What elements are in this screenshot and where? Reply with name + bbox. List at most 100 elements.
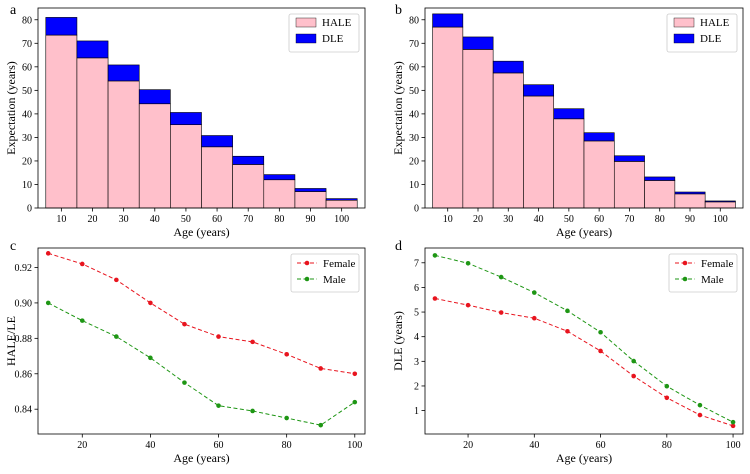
data-point-female	[182, 321, 187, 327]
legend-label: Male	[701, 274, 724, 286]
data-point-male	[182, 380, 187, 385]
bar-hale	[232, 164, 265, 209]
bar-dle	[553, 108, 585, 120]
data-point-male	[498, 274, 504, 280]
x-tick-label: 60	[212, 214, 222, 225]
panel-d: d 20 40 60 80 100 1 2 3 4 5 6 7 Age (years) DLE (years…	[391, 239, 744, 465]
bar-hale	[201, 146, 233, 209]
x-tick-label: 40	[150, 214, 160, 225]
legend-swatch-dle	[295, 33, 317, 44]
y-tick-label: 40	[22, 109, 32, 120]
bar-hale	[553, 118, 585, 209]
series-line-female	[434, 298, 734, 427]
y-tick-label: 7	[414, 258, 419, 269]
legend-label: DLE	[322, 33, 344, 45]
legend-marker-female	[682, 260, 688, 266]
y-axis-label: Expectation (years)	[391, 61, 405, 155]
y-tick-label: 80	[409, 15, 419, 26]
data-point-male	[148, 355, 153, 361]
axes-frame	[424, 247, 744, 435]
bar-dle	[325, 198, 358, 201]
x-axis-label: Age (years)	[173, 225, 229, 239]
bar-hale	[45, 34, 78, 209]
x-tick-label: 90	[306, 214, 316, 225]
y-tick-label: 5	[414, 308, 419, 319]
bar-dle	[294, 188, 327, 192]
x-tick-label: 30	[119, 214, 129, 225]
bar-dle	[76, 40, 109, 59]
x-tick-label: 80	[662, 440, 672, 451]
y-tick-label: 0.86	[15, 369, 33, 380]
x-tick-label: 100	[713, 214, 728, 225]
data-point-male	[565, 308, 570, 314]
data-point-female	[498, 310, 504, 315]
y-tick-label: 80	[22, 15, 32, 26]
data-point-male	[318, 422, 324, 428]
legend-marker-male	[304, 276, 310, 282]
data-point-male	[730, 419, 736, 425]
y-tick-label: 0	[414, 204, 419, 215]
panel-b: b 10 20 30 40 50 60 70 80 90 100 0 10 20 30 40 50 60 70 80 A…	[391, 3, 744, 239]
y-tick-label: 0	[27, 204, 32, 215]
y-tick-label: 30	[409, 133, 419, 144]
bar-hale	[523, 95, 555, 209]
data-point-female	[352, 371, 358, 377]
y-tick-label: 20	[409, 156, 419, 167]
data-point-female	[730, 423, 736, 429]
x-tick-label: 100	[347, 440, 362, 451]
panel-a: a 10 20 30 40 50 60 70 80 90 100 0 10 20 30 40 50 60 70 80 A…	[4, 3, 366, 239]
bar-dle	[201, 135, 233, 148]
bar-hale	[462, 49, 494, 209]
bar-hale	[263, 179, 296, 209]
x-tick-label: 80	[274, 214, 284, 225]
x-tick-label: 40	[145, 440, 155, 451]
data-point-female	[664, 395, 670, 401]
x-tick-label: 20	[88, 214, 98, 225]
panel-label: c	[10, 239, 16, 254]
x-tick-label: 20	[463, 440, 473, 451]
x-tick-label: 60	[596, 440, 606, 451]
y-tick-label: 0.84	[15, 405, 33, 416]
x-tick-label: 90	[685, 214, 695, 225]
panel-label: a	[10, 3, 17, 18]
data-point-male	[697, 402, 703, 408]
y-tick-label: 10	[22, 180, 32, 191]
y-axis-label: DLE (years)	[391, 311, 405, 371]
data-point-male	[465, 260, 471, 266]
bar-hale	[492, 72, 524, 209]
data-point-male	[532, 290, 537, 295]
y-tick-label: 0.88	[15, 334, 33, 345]
legend-label: Female	[701, 258, 733, 270]
series-line-female	[48, 252, 355, 375]
legend-swatch-hale	[673, 17, 695, 28]
data-point-female	[45, 251, 51, 256]
data-point-female	[318, 366, 324, 371]
bar-dle	[523, 84, 555, 97]
bar-hale	[294, 191, 327, 209]
y-tick-label: 20	[22, 156, 32, 167]
y-tick-label: 50	[409, 86, 419, 97]
x-tick-label: 30	[503, 214, 513, 225]
y-tick-label: 4	[414, 332, 419, 343]
series-line-male	[434, 254, 734, 423]
y-tick-label: 30	[22, 133, 32, 144]
data-point-male	[284, 415, 289, 421]
bar-dle	[613, 155, 645, 162]
x-tick-label: 80	[282, 440, 292, 451]
x-tick-label: 70	[243, 214, 253, 225]
data-point-male	[631, 358, 636, 364]
panel-c: c 20 40 60 80 100 0.84 0.86 0.88 0.90 0.92 Age (yea…	[4, 239, 366, 465]
x-tick-label: 10	[56, 214, 66, 225]
data-point-male	[250, 408, 255, 414]
series-line-male	[47, 302, 356, 426]
y-tick-label: 50	[22, 86, 32, 97]
bar-dle	[674, 191, 706, 195]
y-tick-label: 70	[409, 39, 419, 50]
bar-hale	[613, 161, 645, 209]
data-point-female	[697, 412, 703, 418]
x-tick-label: 50	[564, 214, 574, 225]
x-tick-label: 60	[214, 440, 224, 451]
x-tick-label: 40	[529, 440, 539, 451]
axes-frame	[424, 7, 744, 209]
